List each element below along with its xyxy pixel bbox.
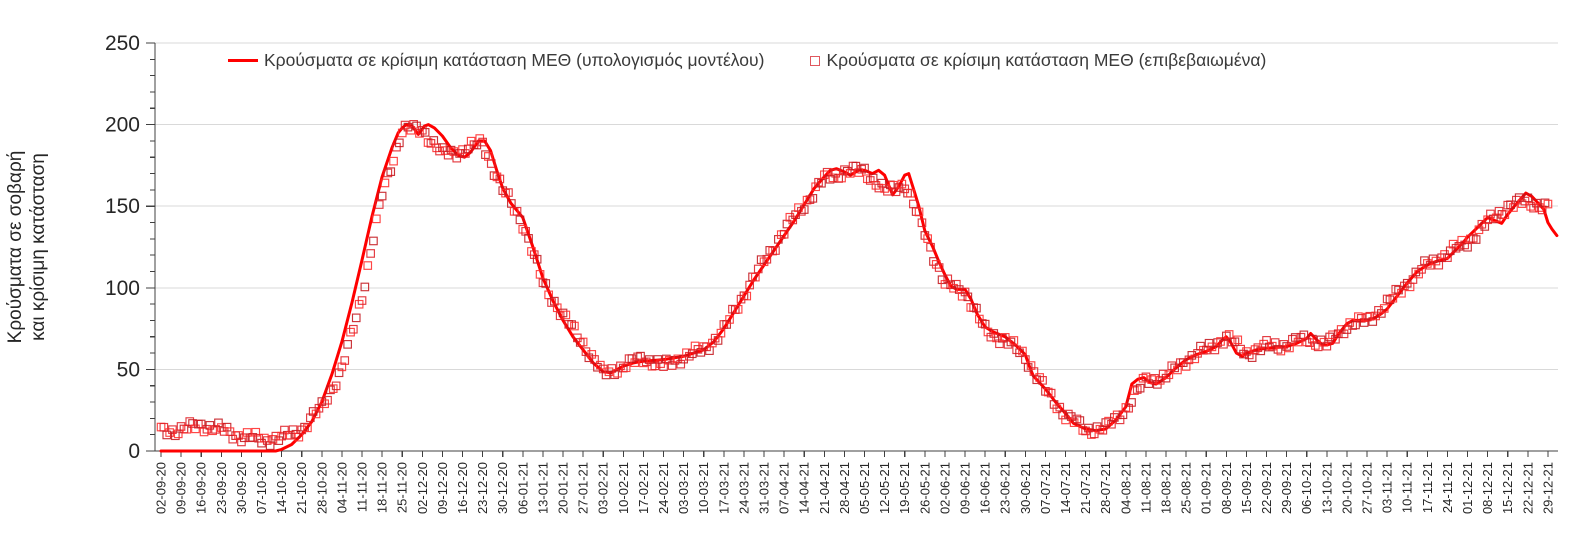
svg-text:18-11-20: 18-11-20 [375,462,390,513]
svg-text:27-01-21: 27-01-21 [576,462,591,514]
svg-text:09-12-20: 09-12-20 [435,462,450,514]
svg-text:50: 50 [117,358,140,381]
svg-text:18-08-21: 18-08-21 [1159,462,1174,514]
legend-item-confirmed: Κρούσματα σε κρίσιμη κατάσταση ΜΕΘ (επιβ… [810,50,1266,71]
svg-text:28-04-21: 28-04-21 [837,462,852,514]
svg-text:25-11-20: 25-11-20 [395,462,410,513]
confirmed-scatter-series [156,120,1553,450]
svg-text:25-08-21: 25-08-21 [1179,462,1194,514]
svg-text:14-07-21: 14-07-21 [1058,462,1073,514]
svg-text:30-06-21: 30-06-21 [1018,462,1033,514]
svg-text:20-10-21: 20-10-21 [1339,462,1354,514]
svg-text:21-07-21: 21-07-21 [1078,462,1093,514]
svg-text:24-03-21: 24-03-21 [736,462,751,514]
x-axis [155,450,1558,457]
svg-text:24-11-21: 24-11-21 [1440,462,1455,513]
svg-text:24-02-21: 24-02-21 [656,462,671,514]
legend: Κρούσματα σε κρίσιμη κατάσταση ΜΕΘ (υπολ… [228,50,1266,71]
svg-text:10-02-21: 10-02-21 [616,462,631,514]
legend-confirmed-label: Κρούσματα σε κρίσιμη κατάσταση ΜΕΘ (επιβ… [826,50,1267,70]
svg-text:21-04-21: 21-04-21 [817,462,832,514]
svg-text:11-11-20: 11-11-20 [355,462,370,512]
svg-text:01-12-21: 01-12-21 [1460,462,1475,514]
svg-text:100: 100 [105,277,140,300]
svg-text:28-10-20: 28-10-20 [314,462,329,514]
y-axis [146,42,156,452]
svg-text:16-06-21: 16-06-21 [978,462,993,514]
svg-text:250: 250 [105,32,140,55]
legend-item-model: Κρούσματα σε κρίσιμη κατάσταση ΜΕΘ (υπολ… [228,50,764,71]
svg-text:13-10-21: 13-10-21 [1319,462,1334,514]
model-line-swatch-icon [228,59,258,62]
svg-text:07-10-20: 07-10-20 [254,462,269,514]
svg-text:23-12-20: 23-12-20 [475,462,490,514]
svg-text:17-11-21: 17-11-21 [1420,462,1435,513]
svg-text:12-05-21: 12-05-21 [877,462,892,514]
square-marker-swatch-icon [810,55,821,66]
svg-text:06-10-21: 06-10-21 [1299,462,1314,514]
svg-text:15-12-21: 15-12-21 [1500,462,1515,514]
svg-text:29-09-21: 29-09-21 [1279,462,1294,514]
svg-text:22-12-21: 22-12-21 [1520,462,1535,514]
svg-text:03-03-21: 03-03-21 [676,462,691,514]
svg-text:03-11-21: 03-11-21 [1380,462,1395,513]
y-gridlines [155,42,1558,370]
svg-text:17-03-21: 17-03-21 [716,462,731,514]
y-axis-title: Κρούσματα σε σοβαρή και κρίσιμη κατάσταση [5,151,49,344]
svg-text:01-09-21: 01-09-21 [1199,462,1214,514]
svg-text:07-04-21: 07-04-21 [777,462,792,514]
x-tick-labels: 02-09-20 09-09-20 16-09-20 23-09-20 30-09-20… [154,462,1556,514]
legend-model-label: Κρούσματα σε κρίσιμη κατάσταση ΜΕΘ (υπολ… [264,50,765,70]
svg-text:150: 150 [105,195,140,218]
svg-text:23-09-20: 23-09-20 [214,462,229,514]
svg-text:23-06-21: 23-06-21 [998,462,1013,514]
svg-text:02-12-20: 02-12-20 [415,462,430,514]
svg-text:19-05-21: 19-05-21 [897,462,912,514]
svg-text:07-07-21: 07-07-21 [1038,462,1053,514]
svg-text:03-02-21: 03-02-21 [596,462,611,514]
svg-text:02-09-20: 02-09-20 [154,462,169,514]
svg-text:200: 200 [105,114,140,137]
y-tick-labels: 0 50 100 150 200 250 [105,32,140,463]
svg-text:04-08-21: 04-08-21 [1118,462,1133,514]
svg-text:22-09-21: 22-09-21 [1259,462,1274,514]
svg-text:28-07-21: 28-07-21 [1098,462,1113,514]
svg-text:14-04-21: 14-04-21 [797,462,812,514]
svg-text:15-09-21: 15-09-21 [1239,462,1254,514]
svg-text:08-12-21: 08-12-21 [1480,462,1495,514]
svg-text:26-05-21: 26-05-21 [917,462,932,514]
svg-text:29-12-21: 29-12-21 [1540,462,1555,514]
svg-text:16-09-20: 16-09-20 [194,462,209,514]
svg-text:10-11-21: 10-11-21 [1400,462,1415,513]
svg-text:08-09-21: 08-09-21 [1219,462,1234,514]
svg-text:20-01-21: 20-01-21 [556,462,571,514]
svg-text:02-06-21: 02-06-21 [937,462,952,514]
svg-text:30-12-20: 30-12-20 [495,462,510,514]
svg-text:13-01-21: 13-01-21 [535,462,550,514]
svg-text:14-10-20: 14-10-20 [274,462,289,514]
svg-text:11-08-21: 11-08-21 [1138,462,1153,513]
svg-text:30-09-20: 30-09-20 [234,462,249,514]
svg-text:10-03-21: 10-03-21 [696,462,711,514]
svg-text:17-02-21: 17-02-21 [636,462,651,514]
svg-text:05-05-21: 05-05-21 [857,462,872,514]
svg-text:16-12-20: 16-12-20 [455,462,470,514]
svg-text:09-09-20: 09-09-20 [174,462,189,514]
svg-text:0: 0 [128,440,140,463]
svg-text:06-01-21: 06-01-21 [515,462,530,514]
svg-text:04-11-20: 04-11-20 [334,462,349,513]
svg-text:09-06-21: 09-06-21 [958,462,973,514]
svg-text:21-10-20: 21-10-20 [294,462,309,514]
svg-text:31-03-21: 31-03-21 [757,462,772,514]
svg-text:27-10-21: 27-10-21 [1360,462,1375,514]
